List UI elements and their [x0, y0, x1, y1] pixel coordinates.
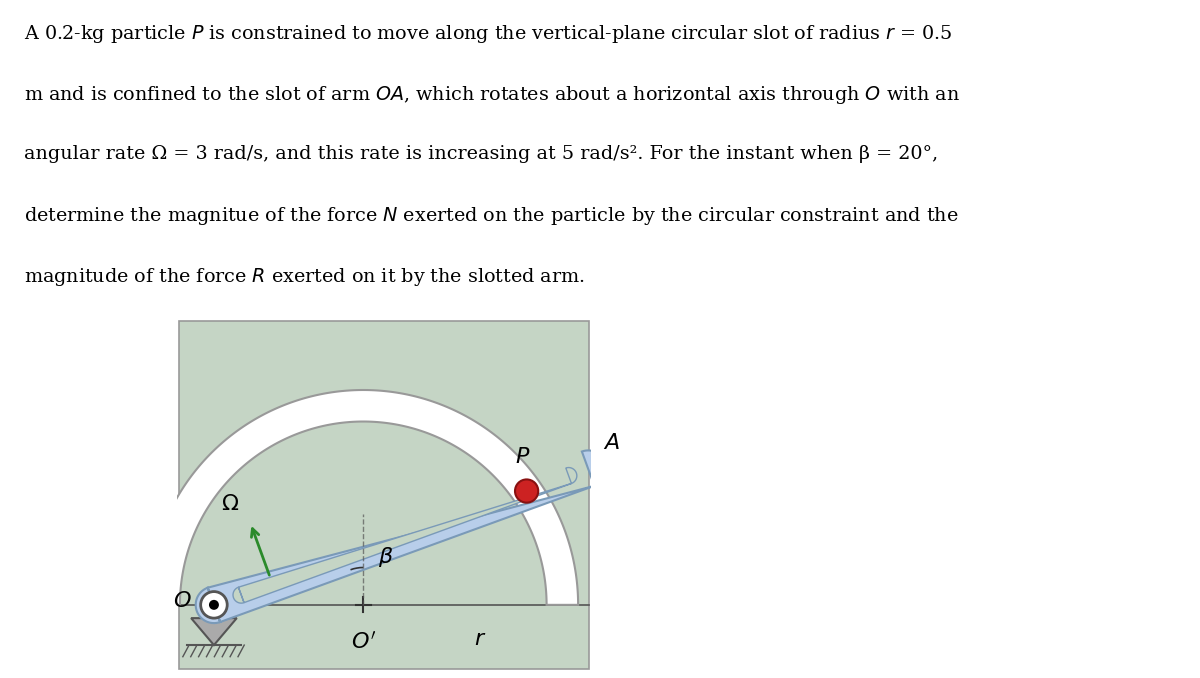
- Circle shape: [209, 600, 218, 610]
- Circle shape: [200, 592, 227, 618]
- Text: $\beta$: $\beta$: [378, 545, 394, 569]
- Polygon shape: [149, 390, 578, 605]
- Text: m and is confined to the slot of arm $OA$, which rotates about a horizontal axis: m and is confined to the slot of arm $OA…: [24, 84, 960, 106]
- FancyBboxPatch shape: [179, 321, 589, 669]
- Text: $P$: $P$: [515, 446, 530, 468]
- Polygon shape: [191, 618, 236, 645]
- Text: $\Omega$: $\Omega$: [221, 493, 239, 515]
- Circle shape: [515, 479, 539, 502]
- Text: determine the magnitue of the force $N$ exerted on the particle by the circular : determine the magnitue of the force $N$ …: [24, 205, 958, 227]
- Text: $r$: $r$: [474, 628, 486, 650]
- Text: $O$: $O$: [173, 590, 191, 612]
- Polygon shape: [196, 450, 606, 623]
- Polygon shape: [233, 468, 577, 603]
- Text: A 0.2-kg particle $P$ is constrained to move along the vertical-plane circular s: A 0.2-kg particle $P$ is constrained to …: [24, 23, 953, 45]
- Text: $A$: $A$: [602, 432, 619, 454]
- Text: angular rate Ω = 3 rad/s, and this rate is increasing at 5 rad/s². For the insta: angular rate Ω = 3 rad/s, and this rate …: [24, 144, 937, 163]
- Text: $O'$: $O'$: [350, 632, 376, 654]
- Text: magnitude of the force $R$ exerted on it by the slotted arm.: magnitude of the force $R$ exerted on it…: [24, 266, 584, 288]
